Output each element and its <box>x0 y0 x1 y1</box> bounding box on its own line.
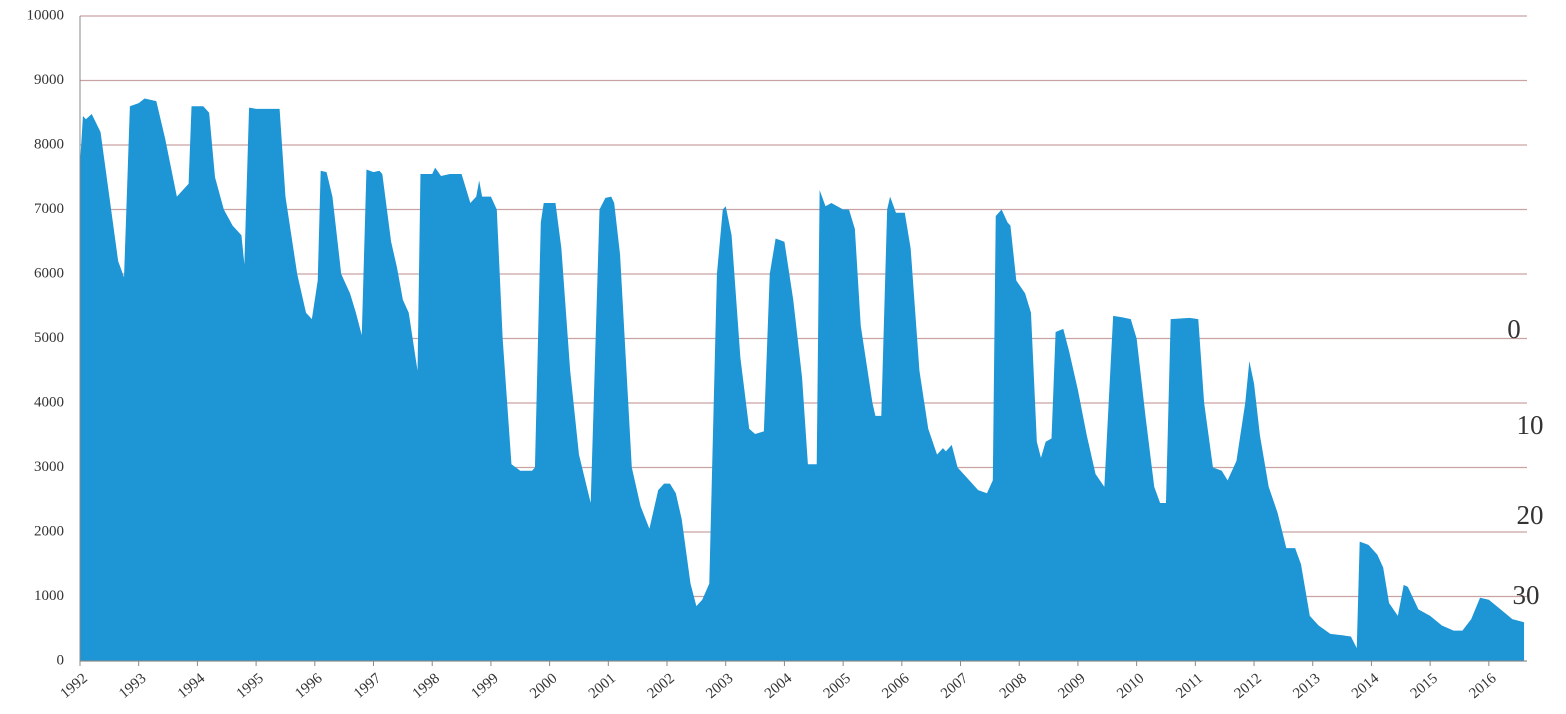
x-tick-label: 1999 <box>468 670 501 702</box>
x-tick-label: 2012 <box>1232 670 1265 702</box>
y-tick-label: 5000 <box>34 330 64 346</box>
x-tick-label: 2013 <box>1290 670 1323 702</box>
x-tick-label: 2009 <box>1055 670 1088 702</box>
y-tick-label: 6000 <box>34 265 64 281</box>
overlay-label: 30 <box>1513 580 1540 610</box>
x-tick-label: 1992 <box>58 670 91 702</box>
x-tick-label: 2006 <box>879 670 913 702</box>
plot <box>80 98 1525 661</box>
y-tick-label: 2000 <box>34 523 64 539</box>
area <box>80 98 1525 661</box>
y-tick-label: 9000 <box>34 72 64 88</box>
x-tick-label: 2016 <box>1466 670 1500 702</box>
x-tick-label: 2003 <box>703 670 736 702</box>
x-tick-label: 1994 <box>175 670 209 702</box>
x-tick-label: 1997 <box>351 670 385 702</box>
y-tick-label: 4000 <box>34 394 64 410</box>
x-tick-label: 2002 <box>645 670 678 702</box>
y-tick-label: 1000 <box>34 588 64 604</box>
x-tick-label: 2004 <box>762 670 796 702</box>
overlay-label: 10 <box>1517 410 1544 440</box>
x-tick-label: 1993 <box>116 670 149 702</box>
x-tick-label: 2005 <box>821 670 854 702</box>
x-tick-label: 1996 <box>292 670 326 702</box>
x-tick-label: 1995 <box>234 670 267 702</box>
y-tick-label: 0 <box>57 652 65 668</box>
x-tick-label: 2015 <box>1408 670 1441 702</box>
x-tick-label: 2007 <box>938 670 972 702</box>
x-tick-label: 2014 <box>1349 670 1383 702</box>
y-tick-label: 10000 <box>27 7 65 23</box>
x-tick-label: 2000 <box>527 670 560 702</box>
x-tick-label: 2010 <box>1114 670 1147 702</box>
y-tick-label: 8000 <box>34 136 64 152</box>
overlay-label: 20 <box>1517 500 1544 530</box>
overlay-label: 0 <box>1507 314 1521 344</box>
y-tick-label: 7000 <box>34 201 64 217</box>
x-tick-label: 2008 <box>997 670 1030 702</box>
x-tick-label: 2001 <box>586 670 619 702</box>
x-tick-label: 2011 <box>1173 670 1206 701</box>
x-tick-label: 1998 <box>410 670 443 702</box>
y-tick-label: 3000 <box>34 459 64 475</box>
